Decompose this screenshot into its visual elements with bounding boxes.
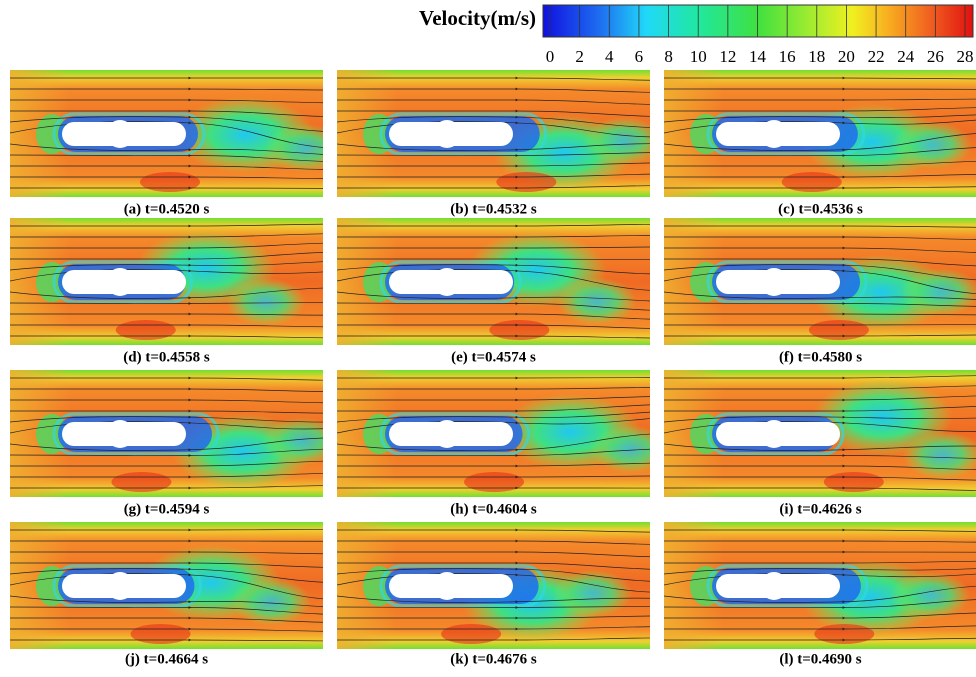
contour-panel: (b) t=0.4532 s — [337, 70, 663, 217]
colorbar-tick-label: 10 — [690, 47, 707, 66]
panel-content — [10, 370, 342, 497]
panel-caption: (c) t=0.4536 s — [778, 201, 863, 217]
red-spot — [814, 624, 874, 644]
contour-panel: (l) t=0.4690 s — [664, 522, 976, 667]
body-bump — [433, 572, 461, 600]
body-bump — [760, 572, 788, 600]
colorbar-tick-label: 14 — [749, 47, 767, 66]
panel-caption: (a) t=0.4520 s — [124, 201, 210, 217]
red-spot — [489, 320, 549, 340]
colorbar-tick-label: 4 — [605, 47, 614, 66]
red-spot — [824, 472, 884, 492]
colorbar-tick-label: 20 — [838, 47, 855, 66]
wake-2 — [226, 278, 306, 326]
colorbar-tick-label: 18 — [808, 47, 825, 66]
red-spot — [464, 472, 524, 492]
red-spot — [116, 320, 176, 340]
body-bump — [106, 120, 134, 148]
page: Velocity(m/s) 0246810121416182022242628 … — [0, 0, 976, 677]
wake-2 — [262, 417, 342, 465]
panel-caption: (l) t=0.4690 s — [779, 651, 861, 667]
contour-panel: (h) t=0.4604 s — [337, 370, 670, 517]
contour-panel: (f) t=0.4580 s — [664, 218, 976, 365]
colorbar-tick-label: 26 — [927, 47, 944, 66]
panel-caption: (f) t=0.4580 s — [779, 349, 862, 365]
panel-content — [10, 522, 323, 649]
body-bump — [106, 268, 134, 296]
red-spot — [809, 320, 869, 340]
panel-content — [10, 218, 323, 345]
panel-caption: (h) t=0.4604 s — [450, 501, 537, 517]
contour-panel: (a) t=0.4520 s — [10, 70, 345, 217]
wake-2 — [265, 124, 345, 172]
body-bump — [433, 120, 461, 148]
contour-panel: (g) t=0.4594 s — [10, 370, 342, 517]
body-bump — [760, 120, 788, 148]
panel-caption: (i) t=0.4626 s — [779, 501, 861, 517]
contour-panel: (k) t=0.4676 s — [337, 522, 650, 667]
red-spot — [111, 472, 171, 492]
panel-content — [664, 370, 976, 497]
red-spot — [782, 172, 842, 192]
colorbar-tick-label: 22 — [868, 47, 885, 66]
panel-content — [337, 70, 663, 197]
contour-panel: (i) t=0.4626 s — [664, 370, 976, 517]
body-bump — [106, 572, 134, 600]
wake-2 — [552, 569, 632, 617]
colorbar-title: Velocity(m/s) — [419, 6, 536, 30]
wake-2 — [590, 425, 670, 473]
figure: Velocity(m/s) 0246810121416182022242628 … — [0, 0, 976, 677]
contour-panel: (e) t=0.4574 s — [337, 218, 650, 365]
colorbar-tick-label: 8 — [664, 47, 673, 66]
contour-panel: (c) t=0.4536 s — [664, 70, 976, 217]
wake-2 — [583, 117, 663, 165]
red-spot — [131, 624, 191, 644]
colorbar-tick-label: 12 — [719, 47, 736, 66]
panel-caption: (k) t=0.4676 s — [450, 651, 537, 667]
body-bump — [760, 268, 788, 296]
panel-content — [337, 522, 650, 649]
body-bump — [433, 268, 461, 296]
panel-content — [10, 70, 345, 197]
colorbar-tick-label: 24 — [897, 47, 915, 66]
body-bump — [760, 420, 788, 448]
panel-content — [664, 70, 976, 197]
panel-caption: (d) t=0.4558 s — [123, 349, 210, 365]
panel-content — [337, 370, 670, 497]
body-bump — [106, 420, 134, 448]
panel-content — [664, 218, 976, 345]
red-spot — [441, 624, 501, 644]
colorbar-tick-label: 16 — [779, 47, 796, 66]
colorbar-tick-label: 2 — [575, 47, 584, 66]
colorbar-tick-label: 6 — [635, 47, 644, 66]
contour-panel: (d) t=0.4558 s — [10, 218, 323, 365]
contour-panel: (j) t=0.4664 s — [10, 522, 323, 667]
panel-content — [337, 218, 650, 345]
panel-caption: (g) t=0.4594 s — [124, 501, 210, 517]
red-spot — [140, 172, 200, 192]
panel-content — [664, 522, 976, 649]
colorbar-tick-label: 0 — [546, 47, 555, 66]
panel-caption: (b) t=0.4532 s — [450, 201, 537, 217]
body-bump — [433, 420, 461, 448]
colorbar — [543, 5, 973, 37]
panel-caption: (e) t=0.4574 s — [451, 349, 536, 365]
wake-2 — [890, 572, 970, 620]
panel-caption: (j) t=0.4664 s — [125, 651, 208, 667]
colorbar-tick-label: 28 — [957, 47, 974, 66]
red-spot — [496, 172, 556, 192]
